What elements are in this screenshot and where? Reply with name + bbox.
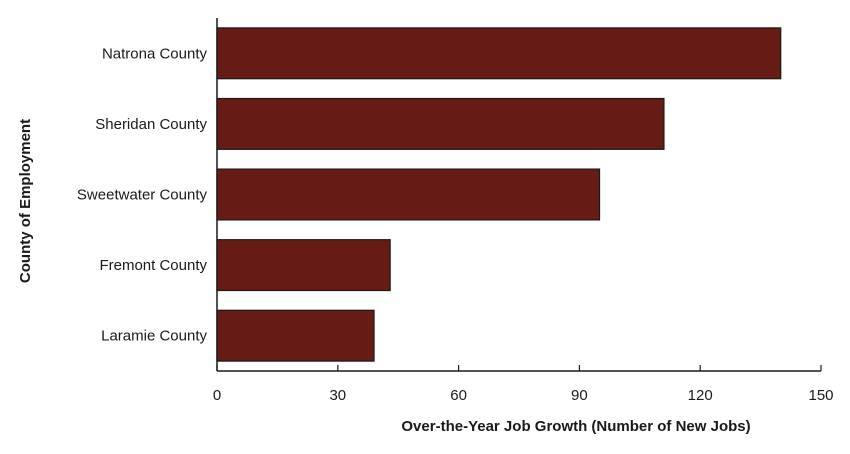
bar [216, 239, 391, 292]
x-tick-label: 90 [571, 387, 588, 404]
bar [216, 168, 601, 221]
category-label: Fremont County [99, 257, 207, 274]
category-label: Natrona County [102, 45, 208, 62]
bar [216, 97, 665, 150]
x-tick-label: 30 [329, 387, 346, 404]
bars-layer [216, 27, 782, 362]
x-tick-label: 150 [808, 387, 833, 404]
y-axis-title: County of Employment [17, 119, 34, 283]
x-tick-label: 120 [688, 387, 713, 404]
x-tick-label: 0 [213, 387, 221, 404]
x-axis-title: Over-the-Year Job Growth (Number of New … [401, 418, 750, 435]
x-tick-label: 60 [450, 387, 467, 404]
category-label: Sweetwater County [77, 187, 208, 204]
axes-layer [216, 18, 821, 372]
category-labels: Natrona County Sheridan County Sweetwater … [77, 45, 208, 344]
ticks-layer: 0 30 60 90 120 150 [213, 365, 834, 404]
category-label: Sheridan County [95, 116, 207, 133]
bar [216, 27, 782, 80]
bar [216, 309, 375, 362]
category-label: Laramie County [101, 328, 207, 345]
